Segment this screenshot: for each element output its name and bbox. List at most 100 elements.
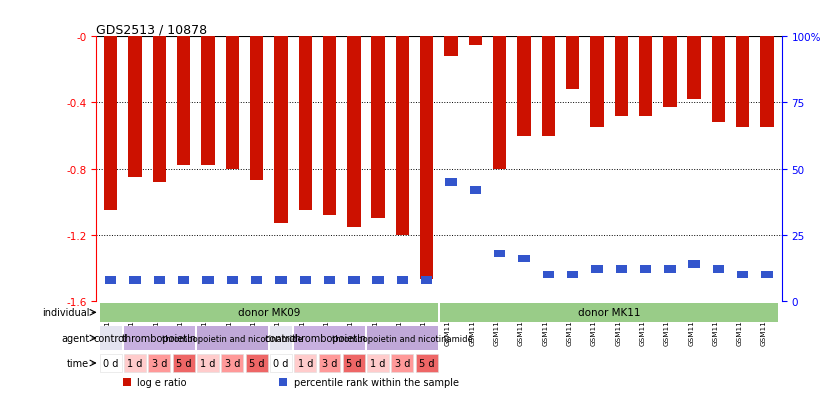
- Bar: [275, 276, 287, 284]
- Bar: [105, 276, 116, 284]
- Bar: [153, 37, 166, 183]
- Bar: [129, 37, 142, 178]
- Bar: [713, 266, 724, 273]
- Bar: [348, 276, 359, 284]
- Text: GSM112289: GSM112289: [543, 301, 548, 345]
- Text: GSM112281: GSM112281: [348, 301, 354, 345]
- Bar: [762, 271, 772, 278]
- Text: 5 d: 5 d: [346, 358, 361, 368]
- Bar: [222, 354, 243, 372]
- Bar: [614, 37, 628, 116]
- Text: GSM112298: GSM112298: [761, 301, 767, 345]
- Bar: [640, 266, 651, 273]
- Bar: [347, 37, 360, 227]
- Text: 3 d: 3 d: [322, 358, 337, 368]
- Bar: [246, 354, 268, 372]
- Bar: [279, 378, 288, 386]
- Text: log e ratio: log e ratio: [137, 377, 187, 387]
- Bar: [395, 37, 409, 235]
- Text: 3 d: 3 d: [395, 358, 410, 368]
- Bar: [470, 187, 481, 194]
- Text: GSM112277: GSM112277: [251, 301, 257, 345]
- Bar: [440, 303, 778, 322]
- Bar: [250, 37, 263, 181]
- Text: 3 d: 3 d: [225, 358, 240, 368]
- Bar: [421, 276, 432, 284]
- Text: GSM112296: GSM112296: [712, 301, 718, 345]
- Bar: [270, 326, 292, 351]
- Bar: [664, 266, 675, 273]
- Bar: [373, 276, 384, 284]
- Bar: [123, 378, 131, 386]
- Bar: [274, 37, 288, 224]
- Text: 0 d: 0 d: [103, 358, 119, 368]
- Text: GSM112297: GSM112297: [737, 301, 742, 345]
- Text: 1 d: 1 d: [370, 358, 386, 368]
- Bar: [543, 271, 554, 278]
- Bar: [591, 266, 603, 273]
- Text: GSM112273: GSM112273: [153, 301, 160, 345]
- Text: thrombopoietin and nicotinamide: thrombopoietin and nicotinamide: [332, 334, 473, 343]
- Bar: [445, 37, 458, 57]
- Bar: [251, 276, 263, 284]
- Bar: [590, 37, 604, 128]
- Text: 0 d: 0 d: [273, 358, 288, 368]
- Bar: [663, 37, 676, 108]
- Text: 1 d: 1 d: [127, 358, 143, 368]
- Text: percentile rank within the sample: percentile rank within the sample: [293, 377, 458, 387]
- Bar: [99, 303, 438, 322]
- Bar: [367, 326, 438, 351]
- Bar: [298, 37, 312, 211]
- Bar: [99, 354, 122, 372]
- Text: GSM112295: GSM112295: [688, 301, 694, 345]
- Bar: [493, 37, 507, 169]
- Text: thrombopoietin: thrombopoietin: [292, 333, 367, 343]
- Bar: [294, 354, 316, 372]
- Bar: [323, 37, 336, 216]
- Bar: [197, 354, 219, 372]
- Bar: [689, 261, 700, 268]
- Bar: [124, 354, 146, 372]
- Bar: [227, 276, 238, 284]
- Bar: [687, 37, 701, 100]
- Text: control: control: [94, 333, 128, 343]
- Text: GSM112284: GSM112284: [421, 301, 426, 345]
- Bar: [615, 266, 627, 273]
- Bar: [420, 37, 433, 280]
- Bar: [736, 37, 749, 128]
- Bar: [201, 37, 215, 166]
- Bar: [542, 37, 555, 136]
- Text: thrombopoietin and nicotinamide: thrombopoietin and nicotinamide: [162, 334, 303, 343]
- Text: GSM112272: GSM112272: [129, 301, 135, 345]
- Text: 5 d: 5 d: [419, 358, 435, 368]
- Bar: [566, 37, 579, 90]
- Text: GSM112278: GSM112278: [275, 301, 281, 345]
- Bar: [149, 354, 171, 372]
- Text: 5 d: 5 d: [249, 358, 264, 368]
- Bar: [294, 326, 364, 351]
- Text: time: time: [67, 358, 89, 368]
- Bar: [270, 354, 292, 372]
- Text: GSM112292: GSM112292: [615, 301, 621, 345]
- Bar: [202, 276, 214, 284]
- Text: 1 d: 1 d: [298, 358, 313, 368]
- Bar: [567, 271, 579, 278]
- Text: agent: agent: [61, 333, 89, 343]
- Text: GDS2513 / 10878: GDS2513 / 10878: [96, 23, 207, 36]
- Bar: [415, 354, 438, 372]
- Bar: [711, 37, 725, 123]
- Text: GSM112275: GSM112275: [202, 301, 208, 345]
- Bar: [178, 276, 189, 284]
- Text: GSM112290: GSM112290: [567, 301, 573, 345]
- Bar: [371, 37, 385, 219]
- Bar: [154, 276, 165, 284]
- Bar: [324, 276, 335, 284]
- Bar: [469, 37, 482, 45]
- Text: 5 d: 5 d: [176, 358, 191, 368]
- Text: GSM112282: GSM112282: [372, 301, 378, 345]
- Bar: [226, 37, 239, 169]
- Bar: [367, 354, 389, 372]
- Text: 1 d: 1 d: [201, 358, 216, 368]
- Bar: [319, 354, 340, 372]
- Bar: [391, 354, 413, 372]
